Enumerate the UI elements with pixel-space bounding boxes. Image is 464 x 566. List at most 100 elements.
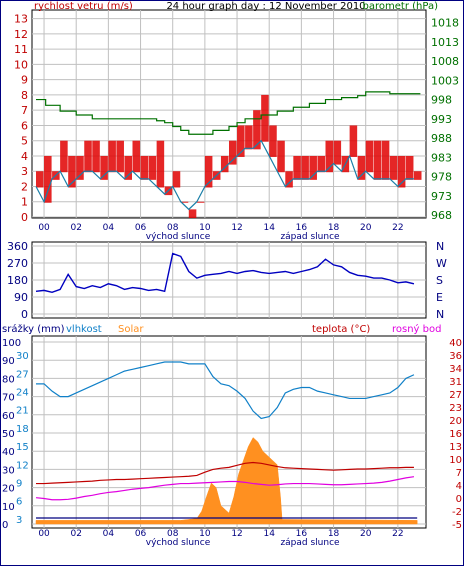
gust-bar — [285, 171, 293, 188]
humidity-tick-label: 27 — [16, 369, 29, 380]
time-tick-label: 02 — [70, 223, 81, 233]
compass-tick-label: N — [436, 308, 444, 321]
temperature-tick-label: -2 — [452, 507, 462, 518]
rain-tick-label: 10 — [2, 502, 15, 513]
barometer-tick-label: 988 — [431, 132, 452, 145]
wind-tick-label: 4 — [21, 150, 28, 163]
time-tick-label: 14 — [263, 223, 275, 233]
gust-bar — [293, 155, 301, 180]
time-tick-label: 16 — [296, 223, 308, 233]
time-tick-label: 18 — [328, 223, 340, 233]
wind-tick-label: 11 — [14, 43, 28, 56]
humidity-tick-label: 30 — [16, 351, 29, 362]
chart-title: 24 hour graph day : 12 November 2010 — [166, 1, 365, 12]
wind-tick-label: 0 — [21, 211, 28, 224]
temperature-tick-label: 16 — [449, 429, 462, 440]
temperature-tick-label: 7 — [456, 468, 462, 479]
barometer-tick-label: 998 — [431, 94, 452, 107]
temperature-tick-label: 40 — [449, 338, 462, 349]
temperature-tick-label: 27 — [449, 390, 462, 401]
gust-bar — [397, 155, 406, 188]
time-tick-label: 10 — [199, 529, 211, 539]
barometer-tick-label: 973 — [431, 190, 452, 203]
barometer-tick-label: 1003 — [431, 74, 459, 87]
gust-bar — [229, 140, 237, 165]
time-tick-label: 12 — [231, 529, 242, 539]
time-tick-label: 20 — [360, 223, 372, 233]
direction-tick-label: 90 — [14, 291, 28, 304]
time-tick-label: 10 — [199, 223, 211, 233]
time-tick-label: 08 — [167, 529, 179, 539]
gust-bar — [100, 155, 108, 180]
time-tick-label: 04 — [103, 223, 115, 233]
barometer-axis-label: barometr (hPa) — [363, 1, 439, 12]
gust-bar — [140, 155, 149, 180]
wind-panel-frame — [31, 9, 427, 219]
compass-tick-label: S — [436, 274, 443, 287]
humidity-axis-label: vlhkost — [66, 324, 102, 335]
time-tick-label: 02 — [70, 529, 81, 539]
gust-bar — [180, 201, 189, 203]
rain-tick-label: 40 — [2, 447, 15, 458]
gust-bar — [44, 155, 52, 203]
wind-tick-label: 13 — [14, 13, 28, 26]
wind-tick-label: 5 — [21, 135, 28, 148]
temperature-tick-label: 4 — [456, 481, 462, 492]
gust-bar — [277, 140, 285, 173]
gust-bar — [116, 140, 124, 173]
compass-tick-label: W — [436, 257, 447, 270]
gust-bar — [405, 155, 414, 180]
rain-tick-label: 50 — [2, 429, 15, 440]
gust-bar — [349, 125, 358, 157]
gust-bar — [196, 201, 205, 203]
direction-tick-label: 180 — [7, 274, 28, 287]
humidity-tick-label: 12 — [16, 460, 29, 471]
temperature-tick-label: 20 — [449, 416, 462, 427]
time-tick-label: 18 — [328, 529, 340, 539]
barometer-tick-label: 978 — [431, 171, 452, 184]
barometer-tick-label: 993 — [431, 113, 452, 126]
gust-bar — [253, 110, 261, 150]
wind-tick-label: 12 — [14, 28, 28, 41]
gust-bar — [132, 140, 141, 173]
gust-bar — [204, 155, 213, 188]
wind-direction-line — [35, 252, 415, 294]
gust-bar — [301, 155, 309, 180]
direction-tick-label: 270 — [7, 257, 28, 270]
gust-bar — [188, 209, 197, 218]
rain-tick-label: 70 — [2, 393, 15, 404]
humidity-tick-label: 15 — [16, 442, 29, 453]
gust-bar — [220, 155, 229, 173]
dewpoint-axis-label: rosný bod — [392, 323, 441, 335]
time-tick-label: 00 — [38, 529, 50, 539]
rain-tick-label: 30 — [2, 465, 15, 476]
humidity-ticks: 3 6 9 12 15 18 21 24 27 30 — [16, 351, 29, 526]
barometer-line — [36, 91, 421, 135]
humidity-tick-label: 3 — [16, 515, 22, 526]
gust-bar — [373, 140, 382, 180]
compass-tick-label: E — [436, 291, 443, 304]
temperature-tick-label: 10 — [449, 455, 462, 466]
temperature-tick-label: 36 — [449, 351, 462, 362]
temperature-tick-label: 13 — [449, 442, 462, 453]
sunset-label-bottom: západ slunce — [280, 538, 340, 548]
time-tick-label: 16 — [296, 529, 308, 539]
barometer-ticks: 968 973 978 983 988 993 998 1003 1008 1013 1018 — [431, 17, 459, 223]
humidity-line — [36, 361, 415, 420]
gust-bar — [108, 140, 116, 173]
wind-tick-label: 3 — [21, 165, 28, 178]
rain-ticks: 0 10 20 30 40 50 60 70 80 90 100 — [2, 338, 21, 531]
barometer-tick-label: 983 — [431, 151, 452, 164]
temperature-tick-label: -5 — [452, 520, 462, 531]
solar-axis-label: Solar — [118, 324, 144, 335]
wind-tick-label: 9 — [21, 74, 28, 87]
gust-bar — [237, 125, 245, 157]
time-tick-label: 20 — [360, 529, 372, 539]
rain-axis-label: srážky (mm) — [2, 323, 65, 335]
wind-tick-label: 6 — [21, 119, 28, 132]
compass-tick-label: N — [436, 240, 444, 253]
barometer-tick-label: 1018 — [431, 17, 459, 30]
dewpoint-line — [35, 476, 415, 501]
